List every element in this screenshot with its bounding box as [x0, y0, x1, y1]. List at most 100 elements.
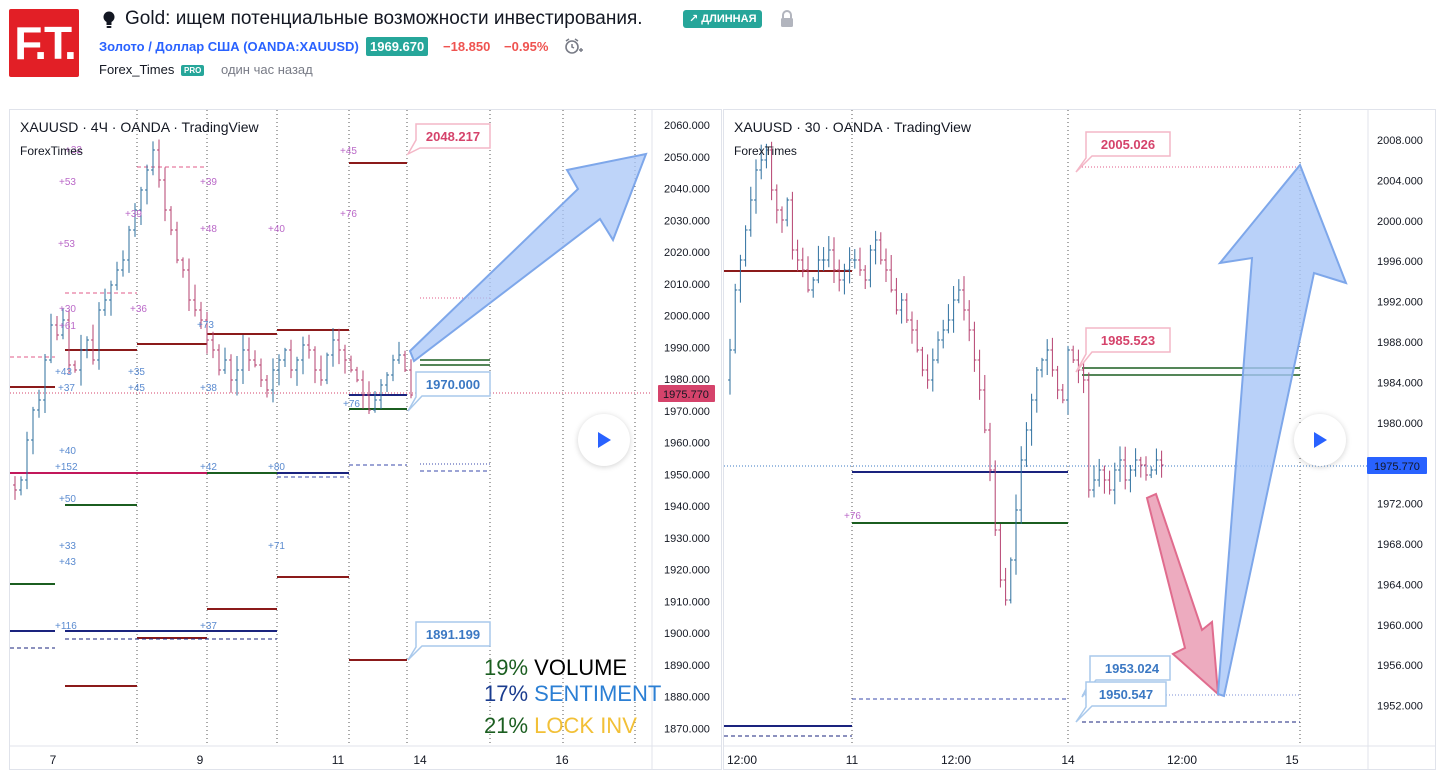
time-tick: 12:00	[1167, 753, 1197, 767]
level-label: +35	[128, 367, 145, 378]
level-label: +76	[340, 209, 357, 220]
level-label: +48	[200, 224, 217, 235]
price-tick: 1960.000	[1377, 620, 1423, 632]
pro-badge: PRO	[181, 65, 205, 76]
level-label: +38	[200, 383, 217, 394]
chart-title: XAUUSD · 4Ч · OANDA · TradingView	[20, 119, 259, 135]
price-tick: 1952.000	[1377, 701, 1423, 713]
chart-4h[interactable]: +32 +53 +53 +39 +39 +48 +40 +45 +76 +30 …	[9, 109, 722, 770]
last-price-text: 1975.770	[663, 389, 709, 401]
price-badge: 1969.670	[366, 37, 429, 56]
price-tick: 2004.000	[1377, 175, 1423, 187]
svg-text:1950.547: 1950.547	[1099, 687, 1153, 702]
time-tick: 7	[50, 753, 57, 767]
level-label: +61	[59, 321, 76, 332]
level-label: +40	[268, 224, 285, 235]
callout-top: 2048.217	[406, 123, 491, 156]
time-tick: 14	[413, 753, 427, 767]
price-tick: 1920.000	[664, 565, 710, 577]
time-tick: 11	[332, 753, 345, 767]
svg-text:1953.024: 1953.024	[1105, 661, 1160, 676]
stat-pct: 19%	[484, 655, 529, 680]
time-axis: 12:00 11 12:00 14 12:00 15	[727, 753, 1299, 767]
price-tick: 1984.000	[1377, 377, 1423, 389]
callout-mid: 1985.523	[1075, 327, 1171, 373]
price-tick: 1996.000	[1377, 256, 1423, 268]
level-label: +37	[200, 621, 217, 632]
direction-badge: ↗ ДЛИННАЯ	[683, 10, 763, 28]
price-axis: 2008.000 2004.000 2000.000 1996.000 1992.000…	[1377, 135, 1423, 713]
time-tick: 9	[197, 753, 204, 767]
idea-title: Gold: ищем потенциальные возможности инв…	[125, 8, 643, 29]
idea-header: F.T. Gold: ищем потенциальные возможност…	[0, 0, 1445, 100]
level-label: +76	[343, 399, 360, 410]
play-icon	[1314, 432, 1327, 448]
level-label: +53	[59, 177, 76, 188]
chart-watermark: ForexTimes	[20, 144, 83, 158]
last-price-tag	[1367, 457, 1427, 474]
level-label: +80	[268, 462, 285, 473]
level-label: +152	[55, 462, 78, 473]
price-tick: 1870.000	[664, 723, 710, 735]
price-tick: 1930.000	[664, 533, 710, 545]
price-tick: 2060.000	[664, 120, 710, 132]
level-label: +71	[268, 541, 285, 552]
svg-text:1891.199: 1891.199	[426, 627, 480, 642]
chart-watermark: ForexTimes	[734, 144, 797, 158]
stat-label: LOCK INV	[534, 713, 637, 738]
chart-4h-canvas: +32 +53 +53 +39 +39 +48 +40 +45 +76 +30 …	[10, 110, 721, 769]
sentiment-stats: 19% VOLUME 17% SENTIMENT 21% LOCK INV	[484, 655, 661, 739]
level-label: +39	[125, 209, 142, 220]
time-tick: 14	[1061, 753, 1075, 767]
time-tick: 15	[1285, 753, 1299, 767]
last-price-text: 1975.770	[1374, 461, 1420, 473]
forecast-arrow-down	[1145, 492, 1220, 697]
price-tick: 2000.000	[1377, 216, 1423, 228]
level-label: +53	[58, 239, 75, 250]
author-logo[interactable]: F.T.	[9, 9, 79, 77]
callout-low2: 1950.547	[1075, 681, 1167, 723]
svg-text:2048.217: 2048.217	[426, 129, 480, 144]
price-tick: 2008.000	[1377, 135, 1423, 147]
chart-30m[interactable]: +76 2005.026 1985.523 1953.024 1950.547 …	[723, 109, 1436, 770]
price-bars	[728, 141, 1164, 606]
level-label: +32	[65, 145, 82, 156]
forecast-arrow-up	[1216, 163, 1348, 698]
price-tick: 2000.000	[664, 311, 710, 323]
price-tick: 1890.000	[664, 660, 710, 672]
svg-text:1970.000: 1970.000	[426, 377, 480, 392]
price-change: −18.850	[443, 39, 491, 54]
callout-top: 2005.026	[1075, 131, 1171, 173]
author-name[interactable]: Forex_Times	[99, 62, 175, 77]
price-change-percent: −0.95%	[504, 39, 549, 54]
play-button[interactable]	[1294, 414, 1346, 466]
svg-text:2005.026: 2005.026	[1101, 137, 1155, 152]
play-button[interactable]	[578, 414, 630, 466]
price-tick: 1980.000	[664, 374, 710, 386]
level-label: +30	[59, 304, 76, 315]
alarm-clock-icon[interactable]	[563, 36, 583, 56]
price-tick: 1956.000	[1377, 660, 1423, 672]
price-tick: 1880.000	[664, 692, 710, 704]
symbol-link[interactable]: Золото / Доллар США (OANDA:XAUUSD)	[99, 39, 359, 54]
price-tick: 2040.000	[664, 184, 710, 196]
price-tick: 1972.000	[1377, 499, 1423, 511]
callout-bottom: 1891.199	[407, 621, 491, 661]
price-tick: 1950.000	[664, 469, 710, 481]
lock-icon	[781, 10, 793, 27]
price-tick: 1964.000	[1377, 579, 1423, 591]
price-tick: 1980.000	[1377, 418, 1423, 430]
level-label: +36	[130, 304, 147, 315]
stat-label: SENTIMENT	[534, 681, 662, 706]
price-axis: 2060.000 2050.000 2040.000 2030.000 2020.000…	[664, 120, 710, 735]
level-label: +45	[128, 383, 145, 394]
level-label: +33	[59, 541, 76, 552]
price-tick: 1910.000	[664, 596, 710, 608]
level-label: +43	[59, 557, 76, 568]
forecast-arrow-up	[408, 152, 648, 363]
price-tick: 1988.000	[1377, 337, 1423, 349]
price-tick: 1990.000	[664, 342, 710, 354]
published-time: один час назад	[221, 62, 313, 77]
time-tick: 16	[555, 753, 569, 767]
price-tick: 2050.000	[664, 152, 710, 164]
